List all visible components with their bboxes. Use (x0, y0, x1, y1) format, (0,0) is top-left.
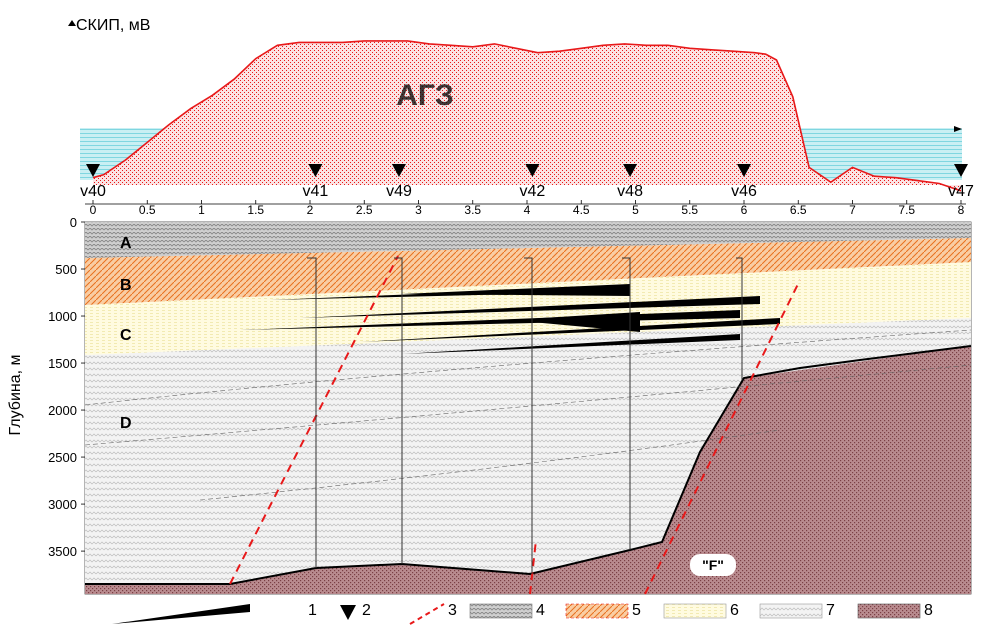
well-triangle-icon (623, 164, 638, 177)
well-triangle-icon (86, 164, 100, 177)
curve-axis-arrow-icon (68, 20, 76, 26)
skip-curve-line (92, 40, 962, 192)
x-tick-label: 5.5 (681, 203, 698, 217)
y-tick-label: 0 (70, 215, 77, 230)
right-axis-arrow-icon (954, 126, 962, 132)
svg-text:4: 4 (536, 602, 545, 619)
x-tick-label: 2.5 (356, 203, 373, 217)
x-tick-label: 6 (741, 203, 748, 217)
well-label: v41 (303, 183, 329, 200)
x-tick-label: 0.5 (139, 203, 156, 217)
well-triangle-icon (391, 164, 406, 177)
y-tick-label: 1000 (48, 309, 77, 324)
layer-code-c: C (120, 327, 132, 344)
y-tick-label: 1500 (48, 356, 77, 371)
y-tick-label: 500 (55, 262, 77, 277)
svg-text:1: 1 (308, 602, 317, 619)
well-label: v49 (386, 183, 412, 200)
y-tick-label: 2500 (48, 450, 77, 465)
basement-area (85, 346, 971, 594)
legend-item-8: 8 (857, 602, 933, 619)
x-tick-label: 6.5 (790, 203, 807, 217)
orange-hatch-swatch (565, 603, 629, 619)
internal-horizons (84, 329, 972, 501)
x-tick-label: 2 (307, 203, 314, 217)
x-axis: 0 0.5 1 1.5 2 2.5 3 3.5 4 4.5 5 5.5 6 6.5 7 7.5 8 (85, 200, 966, 217)
fault-dashed-line-icon (409, 603, 445, 625)
anomaly-label: АГЗ (396, 79, 453, 112)
layer-code-a: A (120, 235, 132, 252)
curve-axis-label: СКИП, мВ (76, 17, 150, 34)
fault-lines (229, 255, 801, 595)
well-label: v46 (731, 183, 757, 200)
wedge-pinchout-icon (112, 604, 250, 624)
layer-code-b: B (120, 277, 132, 294)
x-tick-label: 4 (524, 203, 531, 217)
y-tick-label: 3000 (48, 497, 77, 512)
well-triangle-icon (737, 164, 751, 177)
curve-panel: АГЗ СКИП, мВ (68, 17, 962, 192)
legend-item-4: 4 (469, 602, 545, 619)
well-label: v40 (80, 183, 106, 200)
svg-text:3: 3 (448, 602, 457, 619)
layer-a-area (85, 222, 971, 258)
layer-code-d: D (120, 415, 132, 432)
x-tick-label: 0 (90, 203, 97, 217)
section-panel: A B C D "F" (84, 221, 972, 595)
well-triangle-icon (525, 164, 540, 177)
svg-text:7: 7 (826, 602, 835, 619)
layer-b-area (85, 238, 971, 305)
well-label: v47 (948, 183, 974, 200)
x-tick-label: 7.5 (898, 203, 915, 217)
pinchout-wedges (240, 284, 780, 354)
svg-text:5: 5 (632, 602, 641, 619)
legend-item-6: 6 (663, 602, 739, 619)
well-markers: v40 v41 v49 v42 v48 v46 v47 (80, 164, 974, 200)
svg-text:6: 6 (730, 602, 739, 619)
well-triangle-icon (954, 164, 968, 177)
legend-item-3: 3 (409, 602, 457, 625)
svg-text:8: 8 (924, 602, 933, 619)
y-axis-label: Глубина, м (7, 354, 24, 435)
legend: 1 2 3 4 5 6 7 8 (112, 602, 933, 625)
basement-top-line (85, 345, 972, 585)
x-tick-label: 1.5 (247, 203, 264, 217)
well-triangle-icon (308, 164, 323, 177)
y-tick-label: 2000 (48, 403, 77, 418)
well-label: v42 (520, 183, 546, 200)
anomaly-fill (93, 40, 961, 191)
y-tick-label: 3500 (48, 544, 77, 559)
yellow-hatch-swatch (663, 603, 727, 619)
x-tick-label: 3.5 (464, 203, 481, 217)
x-tick-label: 1 (198, 203, 205, 217)
fault-label: "F" (702, 557, 724, 573)
brown-dots-swatch (857, 603, 921, 619)
well-label: v48 (617, 183, 643, 200)
x-tick-label: 8 (958, 203, 965, 217)
well-sticks (307, 257, 743, 574)
x-tick-label: 4.5 (573, 203, 590, 217)
light-grey-dots-swatch (759, 603, 823, 619)
legend-item-1: 1 (112, 602, 317, 624)
x-tick-label: 5 (632, 203, 639, 217)
legend-item-2: 2 (340, 602, 371, 620)
y-axis: 0 500 1000 1500 2000 2500 3000 3500 (48, 215, 85, 559)
x-tick-label: 3 (415, 203, 422, 217)
legend-item-7: 7 (759, 602, 835, 619)
grey-hatch-swatch (469, 603, 533, 619)
x-tick-label: 7 (849, 203, 856, 217)
legend-item-5: 5 (565, 602, 641, 619)
well-triangle-icon (340, 605, 356, 620)
svg-text:2: 2 (362, 602, 371, 619)
